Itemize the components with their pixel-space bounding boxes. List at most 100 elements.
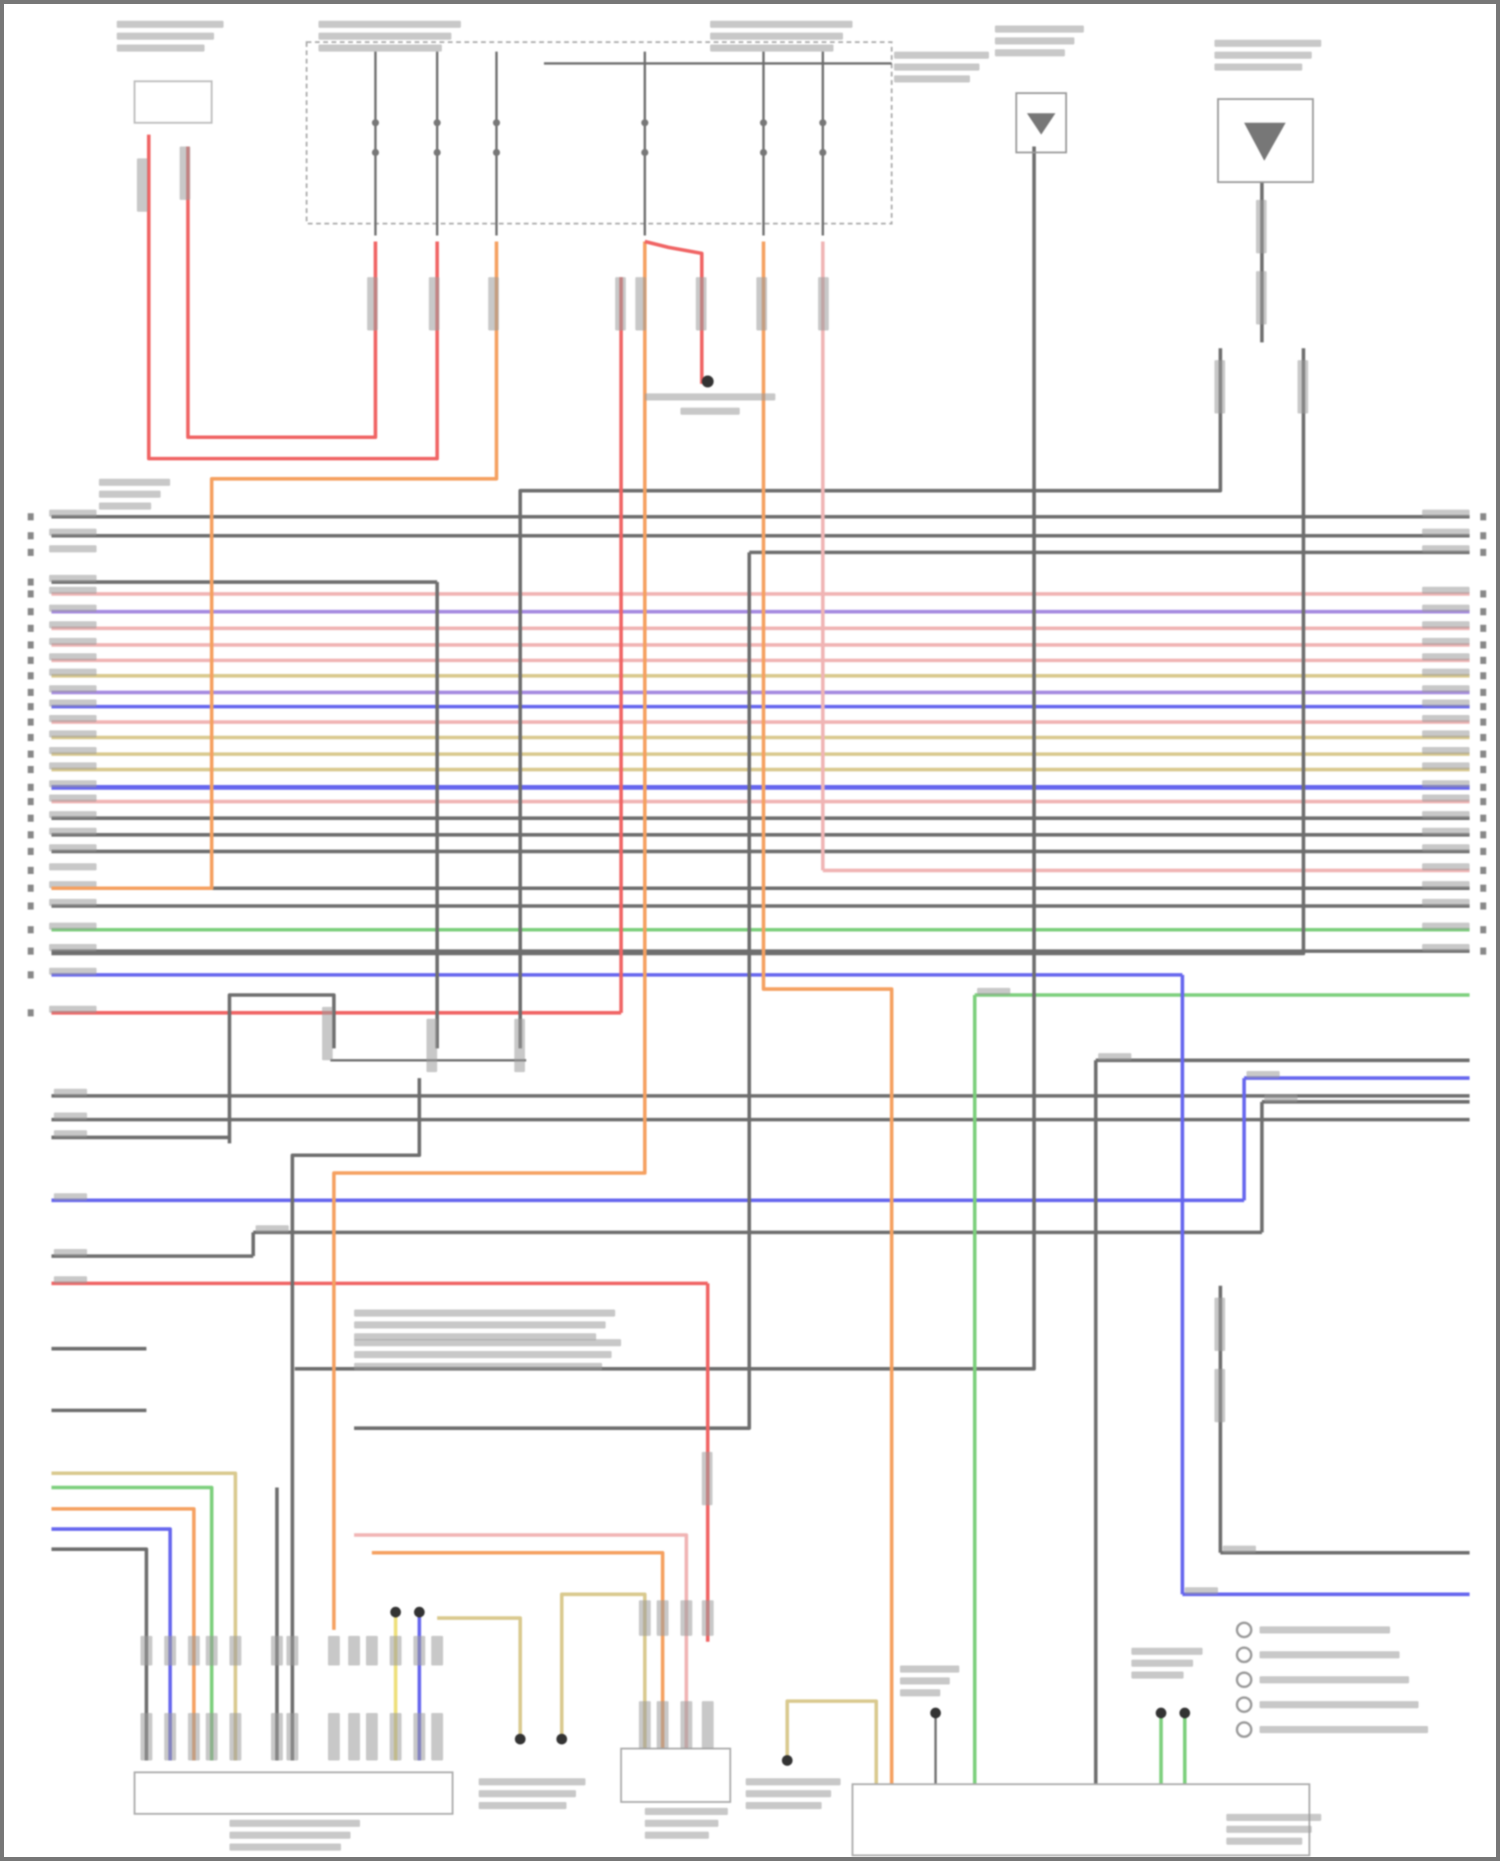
wire-label: [136, 158, 148, 212]
wire-label: [1226, 1837, 1303, 1845]
pin-number: [27, 847, 34, 855]
antenna-icon: [1244, 122, 1286, 161]
wire-label: [53, 1112, 88, 1120]
fuse-icon: [819, 148, 827, 157]
wire-label: [49, 699, 97, 707]
pin-number: [27, 733, 34, 742]
pin-number: [1480, 847, 1487, 855]
pin-number: [27, 513, 34, 521]
wire-label: [1422, 794, 1470, 802]
fuse-icon: [759, 148, 768, 157]
wire-label: [1422, 699, 1470, 707]
antenna-connector: [133, 80, 213, 124]
pin-number: [27, 578, 34, 586]
wire-label: [389, 1712, 402, 1761]
wire-label: [644, 393, 776, 401]
wire-label: [49, 545, 97, 553]
wire-label: [680, 407, 740, 415]
wire-label: [286, 1712, 299, 1761]
wire-label: [49, 863, 97, 871]
wire-label: [894, 63, 980, 71]
wire-label: [413, 1635, 426, 1666]
wire-label: [656, 1600, 669, 1636]
wire-label: [1214, 360, 1226, 414]
wire-label: [1226, 1813, 1322, 1821]
wire-label: [140, 1635, 153, 1666]
antenna-amplifier: [1217, 98, 1314, 184]
pin-number: [27, 926, 34, 934]
fuse-icon: [819, 119, 827, 127]
wire-label: [49, 586, 97, 594]
pin-number: [27, 902, 34, 910]
wire-label: [53, 1193, 88, 1201]
fuse-icon: [641, 148, 649, 157]
wire-label: [1422, 604, 1470, 612]
wire-label: [53, 1248, 88, 1257]
wire-label: [1098, 1053, 1132, 1061]
wire-label: [367, 277, 378, 331]
wire-label: [635, 277, 647, 331]
pin-number: [27, 866, 34, 874]
pin-number: [1480, 513, 1487, 521]
ground-point-icon: [390, 1606, 401, 1618]
wire-label: [745, 1801, 822, 1810]
wire-label: [426, 1018, 438, 1073]
pin-number: [1480, 656, 1487, 664]
fuse-icon: [759, 119, 768, 127]
wire-label: [49, 967, 97, 975]
wire-label: [348, 1712, 361, 1761]
wire-label: [53, 1088, 88, 1096]
wire-label: [187, 1712, 200, 1761]
wire-label: [286, 1635, 299, 1666]
fuse-icon: [433, 119, 441, 127]
wire-label: [1259, 1676, 1410, 1684]
wire-red: [186, 146, 378, 440]
wire-label: [1264, 1094, 1298, 1102]
wire-label: [49, 637, 97, 645]
wire-label: [1422, 621, 1470, 629]
pin-number: [1480, 703, 1487, 711]
wire-label: [318, 20, 461, 28]
wire-tan: [559, 1592, 647, 1761]
pin-number: [1480, 947, 1487, 955]
wire-label: [680, 1701, 693, 1749]
wire-label: [710, 32, 844, 40]
wire-label: [1259, 1651, 1400, 1659]
wire-label: [1422, 730, 1470, 738]
wire-label: [49, 811, 97, 819]
wire-label: [49, 943, 97, 952]
ground-point-icon: [514, 1733, 526, 1745]
wire-label: [1422, 586, 1470, 594]
wire-label: [49, 685, 97, 693]
pin-number: [27, 783, 34, 791]
legend-marker-icon: [1235, 1621, 1253, 1639]
wire-label: [644, 1831, 709, 1839]
wire-label: [1222, 1545, 1256, 1553]
wire-label: [1422, 762, 1470, 770]
wire-label: [348, 1635, 361, 1666]
pin-number: [1480, 765, 1487, 774]
wire-label: [354, 1351, 612, 1359]
wire-label: [1131, 1671, 1184, 1679]
pin-number: [27, 624, 34, 632]
fuse-icon: [371, 148, 379, 157]
pin-number: [1480, 866, 1487, 874]
wire-label: [1422, 668, 1470, 676]
wire-orange: [371, 1550, 665, 1761]
pin-number: [1480, 798, 1487, 806]
wire-label: [1422, 747, 1470, 755]
wire-label: [116, 20, 224, 28]
wire-label: [98, 478, 171, 486]
pin-number: [27, 765, 34, 774]
wire-label: [1422, 653, 1470, 661]
legend-marker-icon: [1235, 1646, 1253, 1664]
wire-label: [1214, 63, 1303, 71]
wire-label: [49, 747, 97, 755]
pin-number: [1480, 548, 1487, 556]
wire-label: [354, 1333, 597, 1341]
wire-label: [1422, 943, 1470, 952]
wire-label: [229, 1819, 361, 1827]
pin-number: [27, 947, 34, 955]
legend-marker-icon: [1235, 1671, 1253, 1689]
fuse-icon: [641, 119, 649, 127]
